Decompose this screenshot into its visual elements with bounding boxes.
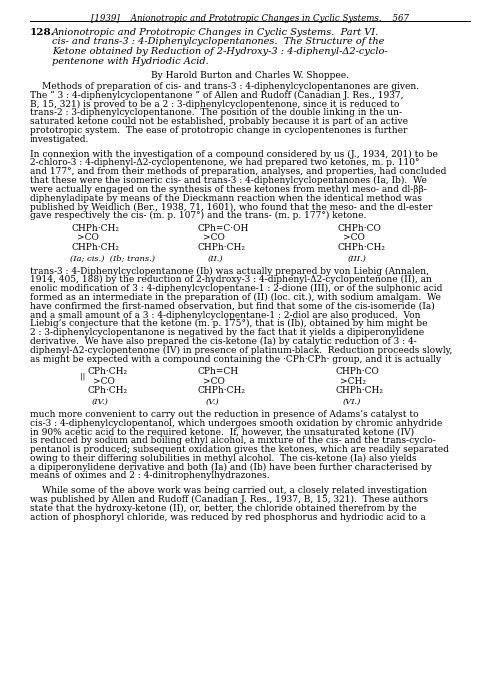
Text: 128.: 128. bbox=[30, 28, 56, 37]
Text: CHPh·CH₂: CHPh·CH₂ bbox=[198, 243, 246, 252]
Text: 2 : 3-diphenylcyclopentanone is negatived by the fact that it yields a dipiperon: 2 : 3-diphenylcyclopentanone is negative… bbox=[30, 328, 424, 337]
Text: a dipiperonylidene derivative and both (Ia) and (Ib) have been further character: a dipiperonylidene derivative and both (… bbox=[30, 462, 432, 472]
Text: and 177°, and from their methods of preparation, analyses, and properties, had c: and 177°, and from their methods of prep… bbox=[30, 167, 446, 176]
Text: >CO: >CO bbox=[77, 234, 99, 242]
Text: (II.): (II.) bbox=[208, 255, 224, 263]
Text: was published by Allen and Rudoff (Canadian J. Res., 1937, B, 15, 321).  These a: was published by Allen and Rudoff (Canad… bbox=[30, 495, 428, 504]
Text: is reduced by sodium and boiling ethyl alcohol, a mixture of the cis- and the tr: is reduced by sodium and boiling ethyl a… bbox=[30, 436, 436, 445]
Text: CHPh·CO: CHPh·CO bbox=[338, 224, 382, 233]
Text: >CO: >CO bbox=[343, 234, 365, 242]
Text: Anionotropic and Prototropic Changes in Cyclic Systems.  Part VI.: Anionotropic and Prototropic Changes in … bbox=[52, 28, 380, 37]
Text: CHPh·CH₂: CHPh·CH₂ bbox=[72, 243, 120, 252]
Text: published by Weidlich (Ber., 1938, 71, 1601), who found that the meso- and the d: published by Weidlich (Ber., 1938, 71, 1… bbox=[30, 202, 432, 212]
Text: Methods of preparation of cis- and trans-3 : 4-diphenylcyclopentanones are given: Methods of preparation of cis- and trans… bbox=[42, 82, 419, 91]
Text: trans-2 : 3-diphenylcyclopentanone.  The position of the double linking in the u: trans-2 : 3-diphenylcyclopentanone. The … bbox=[30, 109, 402, 117]
Text: CHPh·CH₂: CHPh·CH₂ bbox=[335, 386, 383, 395]
Text: derivative.  We have also prepared the cis-ketone (Ia) by catalytic reduction of: derivative. We have also prepared the ci… bbox=[30, 337, 417, 346]
Text: (VI.): (VI.) bbox=[343, 398, 361, 406]
Text: as might be expected with a compound containing the ·CPh·CPh· group, and it is a: as might be expected with a compound con… bbox=[30, 354, 441, 363]
Text: [1939]    Anionotropic and Prototropic Changes in Cyclic Systems.    567: [1939] Anionotropic and Prototropic Chan… bbox=[91, 14, 409, 23]
Text: pentenone with Hydriodic Acid.: pentenone with Hydriodic Acid. bbox=[52, 56, 209, 65]
Text: in 90% acetic acid to the required ketone.  If, however, the unsaturated ketone : in 90% acetic acid to the required keton… bbox=[30, 427, 414, 437]
Text: investigated.: investigated. bbox=[30, 135, 90, 144]
Text: (III.): (III.) bbox=[348, 255, 367, 263]
Text: prototropic system.  The ease of prototropic change in cyclopentenones is furthe: prototropic system. The ease of prototro… bbox=[30, 126, 407, 135]
Text: that these were the isomeric cis- and trans-3 : 4-diphenylcyclopentanones (Ia, I: that these were the isomeric cis- and tr… bbox=[30, 176, 427, 185]
Text: means of oximes and 2 : 4-dinitrophenylhydrazones.: means of oximes and 2 : 4-dinitrophenylh… bbox=[30, 471, 270, 481]
Text: >CO: >CO bbox=[93, 377, 115, 386]
Text: B, 15, 321) is proved to be a 2 : 3-diphenylcyclopentenone, since it is reduced : B, 15, 321) is proved to be a 2 : 3-diph… bbox=[30, 100, 400, 109]
Text: By Harold Burton and Charles W. Shoppee.: By Harold Burton and Charles W. Shoppee. bbox=[151, 71, 349, 80]
Text: (IV.): (IV.) bbox=[92, 398, 109, 406]
Text: Liebig’s conjecture that the ketone (m. p. 175°), that is (Ib), obtained by him : Liebig’s conjecture that the ketone (m. … bbox=[30, 319, 427, 329]
Text: (Ia; cis.)  (Ib; trans.): (Ia; cis.) (Ib; trans.) bbox=[70, 255, 155, 263]
Text: Ketone obtained by Reduction of 2-Hydroxy-3 : 4-diphenyl-Δ2-cyclo-: Ketone obtained by Reduction of 2-Hydrox… bbox=[52, 47, 388, 56]
Text: were actually engaged on the synthesis of these ketones from methyl meso- and dl: were actually engaged on the synthesis o… bbox=[30, 185, 427, 194]
Text: state that the hydroxy-ketone (II), or, better, the chloride obtained therefrom : state that the hydroxy-ketone (II), or, … bbox=[30, 504, 417, 513]
Text: cis- and trans-3 : 4-Diphenylcyclopentanones.  The Structure of the: cis- and trans-3 : 4-Diphenylcyclopentan… bbox=[52, 37, 384, 46]
Text: In connexion with the investigation of a compound considered by us (J., 1934, 20: In connexion with the investigation of a… bbox=[30, 149, 438, 159]
Text: diphenyladipate by means of the Dieckmann reaction when the identical method was: diphenyladipate by means of the Dieckman… bbox=[30, 194, 422, 202]
Text: CPh=CH: CPh=CH bbox=[198, 367, 239, 376]
Text: saturated ketone could not be established, probably because it is part of an act: saturated ketone could not be establishe… bbox=[30, 117, 408, 126]
Text: diphenyl-Δ2-cyclopentenone (IV) in presence of platinum-black.  Reduction procee: diphenyl-Δ2-cyclopentenone (IV) in prese… bbox=[30, 346, 452, 355]
Text: and a small amount of a 3 : 4-diphenylcyclopentane-1 : 2-diol are also produced.: and a small amount of a 3 : 4-diphenylcy… bbox=[30, 310, 420, 320]
Text: CHPh·CH₂: CHPh·CH₂ bbox=[198, 386, 246, 395]
Text: 2-chloro-3 : 4-diphenyl-Δ2-cyclopentenone, we had prepared two ketones, m. p. 11: 2-chloro-3 : 4-diphenyl-Δ2-cyclopentenon… bbox=[30, 158, 419, 168]
Text: have confirmed the first-named observation, but find that some of the cis-isomer: have confirmed the first-named observati… bbox=[30, 301, 435, 311]
Text: formed as an intermediate in the preparation of (II) (loc. cit.), with sodium am: formed as an intermediate in the prepara… bbox=[30, 293, 441, 302]
Text: The “ 3 : 4-diphenylcyclopentanone ” of Allen and Rudoff (Canadian J. Res., 1937: The “ 3 : 4-diphenylcyclopentanone ” of … bbox=[30, 91, 404, 100]
Text: pentanol is produced; subsequent oxidation gives the ketones, which are readily : pentanol is produced; subsequent oxidati… bbox=[30, 445, 449, 454]
Text: 1914, 405, 188) by the reduction of 2-hydroxy-3 : 4-diphenyl-Δ2-cyclopentenone (: 1914, 405, 188) by the reduction of 2-hy… bbox=[30, 275, 432, 285]
Text: action of phosphoryl chloride, was reduced by red phosphorus and hydriodic acid : action of phosphoryl chloride, was reduc… bbox=[30, 513, 426, 521]
Text: CPh·CH₂: CPh·CH₂ bbox=[88, 367, 128, 376]
Text: While some of the above work was being carried out, a closely related investigat: While some of the above work was being c… bbox=[42, 486, 427, 495]
Text: (V.): (V.) bbox=[206, 398, 220, 406]
Text: owing to their differing solubilities in methyl alcohol.  The cis-ketone (Ia) al: owing to their differing solubilities in… bbox=[30, 454, 416, 463]
Text: CHPh·CH₂: CHPh·CH₂ bbox=[338, 243, 386, 252]
Text: CPh·CH₂: CPh·CH₂ bbox=[88, 386, 128, 395]
Text: gave respectively the cis- (m. p. 107°) and the trans- (m. p. 177°) ketone.: gave respectively the cis- (m. p. 107°) … bbox=[30, 211, 366, 220]
Text: >CH₂: >CH₂ bbox=[340, 377, 366, 386]
Text: ||: || bbox=[80, 373, 85, 381]
Text: trans-3 : 4-Diphenylcyclopentanone (Ib) was actually prepared by von Liebig (Ann: trans-3 : 4-Diphenylcyclopentanone (Ib) … bbox=[30, 266, 429, 276]
Text: enolic modification of 3 : 4-diphenylcyclopentane-1 : 2-dione (III), or of the s: enolic modification of 3 : 4-diphenylcyc… bbox=[30, 284, 442, 293]
Text: CHPh·CH₂: CHPh·CH₂ bbox=[72, 224, 120, 233]
Text: CPh=C·OH: CPh=C·OH bbox=[198, 224, 250, 233]
Text: >CO: >CO bbox=[203, 234, 225, 242]
Text: >CO: >CO bbox=[203, 377, 225, 386]
Text: CHPh·CO: CHPh·CO bbox=[335, 367, 379, 376]
Text: much more convenient to carry out the reduction in presence of Adams’s catalyst : much more convenient to carry out the re… bbox=[30, 410, 418, 419]
Text: cis-3 : 4-diphenylcyclopentanol, which undergoes smooth oxidation by chromic anh: cis-3 : 4-diphenylcyclopentanol, which u… bbox=[30, 418, 442, 428]
